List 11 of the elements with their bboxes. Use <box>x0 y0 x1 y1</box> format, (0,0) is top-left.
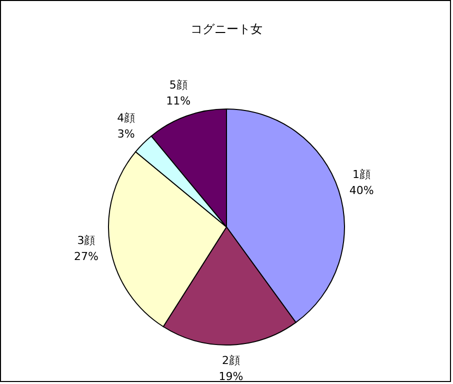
slice-label: 5顔 <box>169 78 188 92</box>
slice-label: 4顔 <box>117 112 136 125</box>
slice-label: 2顔 <box>222 354 240 367</box>
data-label: 27% <box>74 250 98 264</box>
data-label: 19% <box>218 370 244 383</box>
slice-label: 3顔 <box>77 234 96 248</box>
data-label: 40% <box>349 184 374 198</box>
chart-title: コグニート女 <box>190 22 262 36</box>
data-label: 3% <box>117 128 135 141</box>
data-label: 11% <box>166 94 191 108</box>
slice-label: 1顔 <box>352 168 371 182</box>
